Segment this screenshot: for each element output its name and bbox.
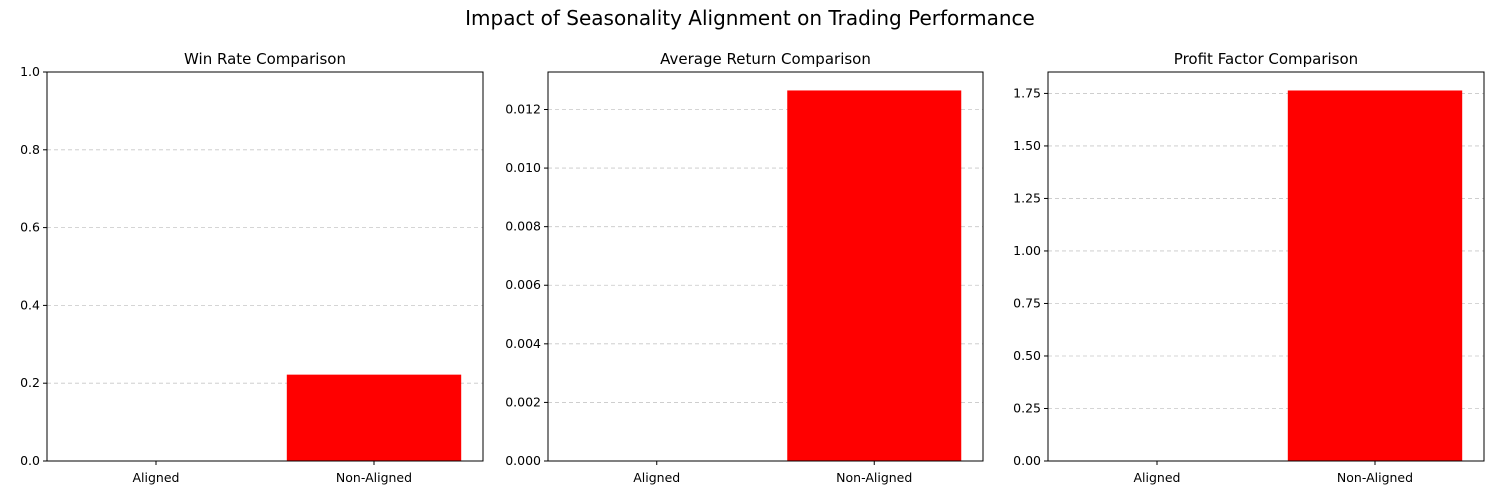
y-tick-label: 0.6 <box>20 220 40 235</box>
chart-panel-2: 0.000 0.002 0.004 0.006 0.008 0.010 0.012 Align… <box>505 50 984 485</box>
y-tick-label: 0.25 <box>1013 400 1041 415</box>
x-tick-label: Non-Aligned <box>836 470 912 485</box>
y-tick-label: 0.002 <box>505 394 541 409</box>
y-tick-label: 0.50 <box>1013 348 1041 363</box>
figure-suptitle: Impact of Seasonality Alignment on Tradi… <box>465 6 1035 30</box>
y-tick-label: 0.8 <box>20 142 40 157</box>
x-tick-label: Aligned <box>133 470 180 485</box>
x-tick-label: Aligned <box>1134 470 1181 485</box>
chart-panel-3: 0.00 0.25 0.50 0.75 1.00 1.25 1.50 1.75 Aligned N… <box>1013 50 1485 485</box>
y-tick-label: 0.75 <box>1013 295 1041 310</box>
axes-frame <box>46 71 484 462</box>
y-tick-label: 1.50 <box>1013 138 1041 153</box>
axes-frame <box>547 71 984 462</box>
axes-frame <box>1047 71 1485 462</box>
bar-non-aligned <box>787 90 962 461</box>
y-tick-label: 0.000 <box>505 453 541 468</box>
x-tick-label: Aligned <box>633 470 680 485</box>
y-tick-label: 1.25 <box>1013 190 1041 205</box>
chart-panel-1: 0.0 0.2 0.4 0.6 0.8 1.0 Aligned Non-Aligned Win … <box>20 50 484 485</box>
bar-non-aligned <box>286 374 462 461</box>
y-tick-label: 1.0 <box>20 64 40 79</box>
y-tick-label: 0.00 <box>1013 453 1041 468</box>
bar-non-aligned <box>1287 90 1463 462</box>
y-tick-label: 0.008 <box>505 219 541 234</box>
subplot-title: Win Rate Comparison <box>184 50 346 68</box>
y-tick-label: 0.4 <box>20 297 40 312</box>
y-tick-label: 0.010 <box>505 160 541 175</box>
y-tick-label: 0.012 <box>505 101 541 116</box>
x-tick-label: Non-Aligned <box>1337 470 1413 485</box>
y-tick-label: 0.0 <box>20 453 40 468</box>
y-tick-label: 0.004 <box>505 336 541 351</box>
subplot-title: Average Return Comparison <box>660 50 871 68</box>
y-tick-label: 1.00 <box>1013 243 1041 258</box>
y-tick-label: 1.75 <box>1013 85 1041 100</box>
y-tick-label: 0.006 <box>505 277 541 292</box>
x-tick-label: Non-Aligned <box>336 470 412 485</box>
subplot-title: Profit Factor Comparison <box>1174 50 1358 68</box>
y-tick-label: 0.2 <box>20 375 40 390</box>
